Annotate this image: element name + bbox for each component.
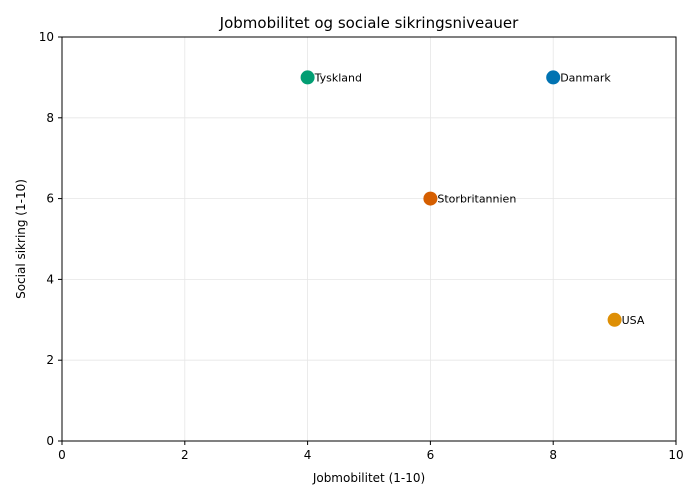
data-points: Danmark USA Tyskland Storbritannien [300, 70, 645, 327]
plot-area-frame [61, 36, 677, 442]
y-tick-label: 4 [46, 272, 54, 286]
x-tick-label: 2 [181, 448, 189, 462]
x-tick-label: 10 [668, 448, 683, 462]
data-point [546, 70, 561, 85]
grid [61, 36, 677, 442]
x-tick-label: 6 [427, 448, 435, 462]
y-tick-label: 10 [39, 30, 54, 44]
data-point-label: USA [622, 314, 645, 327]
data-point-label: Danmark [560, 71, 611, 84]
x-axis-label: Jobmobilitet (1-10) [312, 471, 425, 485]
data-point [607, 312, 622, 327]
x-tick-label: 8 [549, 448, 557, 462]
data-point [300, 70, 315, 85]
data-point [423, 191, 438, 206]
y-tick-label: 0 [46, 434, 54, 448]
data-point-label: Storbritannien [437, 193, 516, 206]
x-tick-label: 4 [304, 448, 312, 462]
x-tick-label: 0 [58, 448, 66, 462]
y-tick-label: 8 [46, 111, 54, 125]
x-axis: 0 2 4 6 8 10 [58, 441, 684, 462]
y-tick-label: 2 [46, 353, 54, 367]
y-axis-label: Social sikring (1-10) [14, 179, 28, 299]
data-point-label: Tyskland [314, 71, 362, 84]
chart-title: Jobmobilitet og sociale sikringsniveauer [219, 14, 519, 32]
y-axis: 0 2 4 6 8 10 [39, 30, 62, 448]
y-tick-label: 6 [46, 192, 54, 206]
